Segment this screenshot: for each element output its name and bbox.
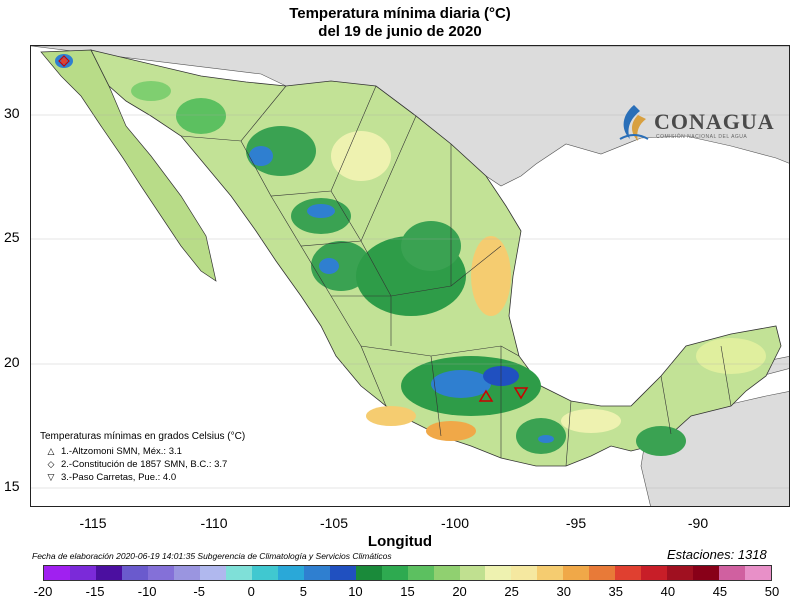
station-legend: Temperaturas mínimas en grados Celsius (… (40, 430, 245, 484)
color-scale-swatch (407, 566, 434, 580)
color-scale-swatch (173, 566, 200, 580)
y-tick-label: 30 (4, 105, 20, 121)
legend-item: △ 1.-Altzomoni SMN, Méx.: 3.1 (40, 445, 245, 458)
legend-item-text: 3.-Paso Carretas, Pue.: 4.0 (61, 472, 177, 483)
color-scale-swatch (693, 566, 720, 580)
color-scale-swatch (641, 566, 668, 580)
color-scale-label: -10 (137, 584, 157, 599)
color-scale-label: 50 (764, 584, 780, 599)
x-tick-label: -105 (319, 515, 349, 531)
map-subtitle: del 19 de junio de 2020 (318, 23, 482, 40)
x-tick-label: -110 (200, 515, 228, 531)
y-tick-label: 20 (4, 354, 20, 370)
color-scale-swatch (69, 566, 96, 580)
color-scale-swatch (303, 566, 330, 580)
color-scale-swatch (95, 566, 122, 580)
color-scale-label: -5 (193, 584, 205, 599)
x-tick-label: -100 (440, 515, 470, 531)
y-tick-label: 25 (4, 229, 20, 245)
station-count: Estaciones: 1318 (667, 547, 767, 562)
conagua-logo: CONAGUA COMISIÓN NACIONAL DEL AGUA (616, 101, 789, 149)
color-scale-swatch (511, 566, 538, 580)
logo-subtitle: COMISIÓN NACIONAL DEL AGUA (656, 134, 748, 140)
legend-item: ◇ 2.-Constitución de 1857 SMN, B.C.: 3.7 (40, 458, 245, 471)
x-axis-title: Longitud (367, 533, 433, 550)
color-scale-label: 15 (400, 584, 415, 599)
color-scale-swatch (719, 566, 746, 580)
color-scale-swatch (459, 566, 486, 580)
x-tick-label: -90 (687, 515, 709, 531)
color-scale-label: 25 (504, 584, 519, 599)
triangle-up-icon: △ (47, 446, 55, 456)
color-scale-swatch (225, 566, 252, 580)
diamond-icon: ◇ (47, 459, 55, 469)
logo-wordmark: CONAGUA (654, 109, 775, 134)
temperature-map: CONAGUA COMISIÓN NACIONAL DEL AGUA (30, 45, 790, 507)
color-scale-swatch (381, 566, 408, 580)
color-scale-swatch (667, 566, 694, 580)
color-scale-label: -15 (85, 584, 105, 599)
color-scale-label: 30 (556, 584, 571, 599)
elaboration-date: Fecha de elaboración 2020-06-19 14:01:35… (32, 551, 392, 561)
triangle-down-icon: ▽ (47, 472, 55, 482)
color-scale-swatch (355, 566, 382, 580)
color-scale-swatch (745, 566, 772, 580)
color-scale-swatch (589, 566, 616, 580)
x-tick-label: -115 (79, 515, 107, 531)
color-scale-label: 0 (247, 584, 255, 599)
map-title: Temperatura mínima diaria (°C) (289, 5, 511, 22)
color-scale-swatch (121, 566, 148, 580)
legend-item-text: 1.-Altzomoni SMN, Méx.: 3.1 (61, 446, 182, 457)
y-tick-label: 15 (4, 478, 20, 494)
color-scale-swatch (199, 566, 226, 580)
color-scale-swatch (615, 566, 642, 580)
color-scale-bar (43, 565, 772, 581)
color-scale-swatch (563, 566, 590, 580)
color-scale-swatch (277, 566, 304, 580)
color-scale-label: -20 (33, 584, 53, 599)
baja-california (40, 49, 217, 282)
color-scale-swatch (485, 566, 512, 580)
conagua-emblem-icon (619, 105, 649, 141)
legend-heading: Temperaturas mínimas en grados Celsius (… (40, 431, 246, 442)
color-scale-swatch (329, 566, 356, 580)
color-scale-label: 10 (348, 584, 363, 599)
color-scale-swatch (433, 566, 460, 580)
color-scale-label: 20 (452, 584, 467, 599)
color-scale-label: 45 (712, 584, 728, 599)
legend-item: ▽ 3.-Paso Carretas, Pue.: 4.0 (40, 471, 245, 484)
color-scale-swatch (537, 566, 564, 580)
color-scale-label: 40 (660, 584, 676, 599)
color-scale-swatch (44, 566, 70, 580)
legend-item-text: 2.-Constitución de 1857 SMN, B.C.: 3.7 (61, 459, 228, 470)
x-tick-label: -95 (565, 515, 587, 531)
color-scale-label: 5 (299, 584, 307, 599)
color-scale-swatch (251, 566, 278, 580)
color-scale-swatch (147, 566, 174, 580)
color-scale-label: 35 (608, 584, 624, 599)
